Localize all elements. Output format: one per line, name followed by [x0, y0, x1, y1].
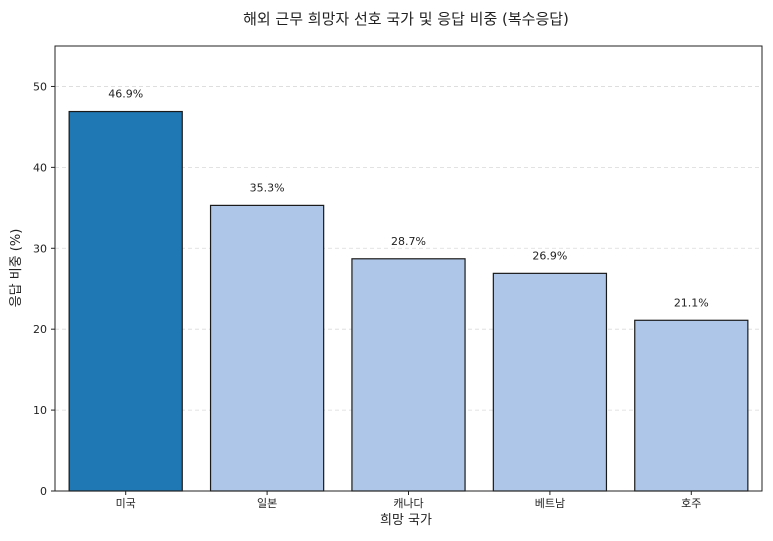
y-tick-label: 30 [33, 242, 47, 255]
bar [68, 110, 183, 492]
bar [209, 204, 325, 492]
bar [634, 319, 749, 492]
data-labels: 46.9% 35.3% 28.7% 26.9% 21.1% [108, 88, 709, 310]
chart-title: 해외 근무 희망자 선호 국가 및 응답 비중 (복수응답) [243, 10, 569, 28]
x-tick-label: 베트남 [535, 497, 565, 510]
bar [492, 272, 608, 492]
data-label: 26.9% [532, 249, 567, 262]
y-tick-label: 40 [33, 161, 47, 174]
y-tick-label: 20 [33, 323, 47, 336]
y-tick-label: 10 [33, 404, 47, 417]
y-tick-label: 0 [40, 485, 47, 498]
x-axis-ticks: 미국 일본 캐나다 베트남 호주 [116, 491, 701, 510]
y-axis-label: 응답 비중 (%) [9, 229, 24, 308]
data-label: 46.9% [108, 88, 143, 101]
x-tick-label: 캐나다 [393, 497, 423, 510]
x-tick-label: 호주 [681, 497, 701, 510]
data-label: 35.3% [250, 181, 285, 194]
data-label: 28.7% [391, 235, 426, 248]
data-label: 21.1% [674, 296, 709, 309]
bar [351, 258, 466, 492]
bars [68, 110, 749, 492]
y-tick-label: 50 [33, 80, 47, 93]
y-axis-ticks: 0 10 20 30 40 50 [33, 80, 55, 498]
x-tick-label: 일본 [257, 496, 277, 510]
x-tick-label: 미국 [116, 497, 136, 510]
x-axis-label: 희망 국가 [380, 513, 432, 528]
